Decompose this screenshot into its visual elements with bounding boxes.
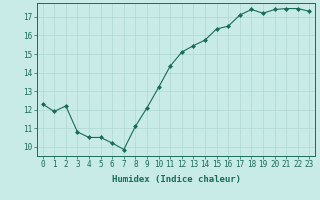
X-axis label: Humidex (Indice chaleur): Humidex (Indice chaleur) bbox=[111, 175, 241, 184]
